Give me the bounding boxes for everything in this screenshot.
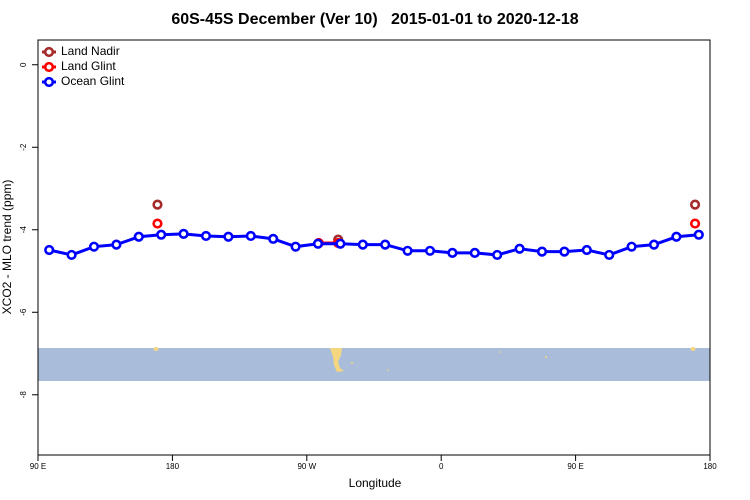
- x-tick-label: 90 E: [567, 462, 583, 471]
- y-tick-label: -4: [19, 226, 28, 234]
- data-point: [245, 230, 256, 242]
- data-point: [335, 238, 346, 249]
- data-point: [626, 241, 637, 252]
- map-inset: [38, 347, 710, 381]
- data-point: [156, 229, 167, 240]
- series-line: [48, 232, 699, 257]
- data-point: [223, 231, 234, 242]
- data-point: [469, 247, 480, 258]
- data-point: [424, 245, 436, 256]
- data-point: [152, 199, 163, 210]
- data-point: [268, 233, 279, 244]
- x-tick-label: 90 W: [297, 462, 316, 471]
- data-point: [152, 218, 163, 229]
- data-point: [648, 239, 660, 250]
- x-tick-label: 180: [703, 462, 717, 471]
- legend-label: Ocean Glint: [61, 74, 125, 88]
- data-point: [402, 245, 413, 256]
- data-point: [133, 231, 144, 242]
- data-point: [689, 199, 701, 210]
- legend-marker: [43, 61, 55, 73]
- x-axis-label: Longitude: [349, 476, 402, 490]
- data-point: [581, 244, 592, 256]
- data-point: [312, 238, 324, 249]
- series-line: [319, 224, 695, 243]
- legend-marker: [43, 46, 55, 58]
- data-point: [357, 239, 368, 250]
- data-point: [671, 231, 682, 242]
- y-tick-label: -8: [19, 391, 28, 399]
- legend-label: Land Nadir: [61, 44, 120, 58]
- x-tick-label: 90 E: [30, 462, 46, 471]
- data-point: [111, 239, 122, 250]
- legend-label: Land Glint: [61, 59, 116, 73]
- data-point: [514, 243, 525, 254]
- data-point: [44, 244, 55, 256]
- data-point: [290, 241, 301, 252]
- y-axis-label: XCO2 - MLO trend (ppm): [0, 180, 14, 315]
- data-point: [178, 228, 189, 239]
- data-point: [66, 249, 77, 261]
- data-point: [559, 246, 570, 257]
- data-point: [447, 247, 458, 258]
- data-point: [88, 241, 100, 252]
- y-tick-label: 0: [19, 62, 28, 67]
- x-tick-label: 0: [439, 462, 444, 471]
- y-tick-label: -6: [19, 308, 28, 316]
- data-point: [200, 230, 212, 242]
- chart-title: 60S-45S December (Ver 10) 2015-01-01 to …: [171, 11, 578, 28]
- data-point: [693, 229, 704, 240]
- data-point: [380, 239, 391, 250]
- data-point: [689, 218, 701, 229]
- legend-marker: [43, 76, 55, 88]
- y-tick-label: -2: [19, 143, 28, 151]
- plot-frame: [37, 39, 711, 456]
- data-point: [604, 249, 615, 261]
- data-point: [492, 249, 503, 261]
- x-tick-label: 180: [166, 462, 180, 471]
- data-point: [536, 246, 548, 257]
